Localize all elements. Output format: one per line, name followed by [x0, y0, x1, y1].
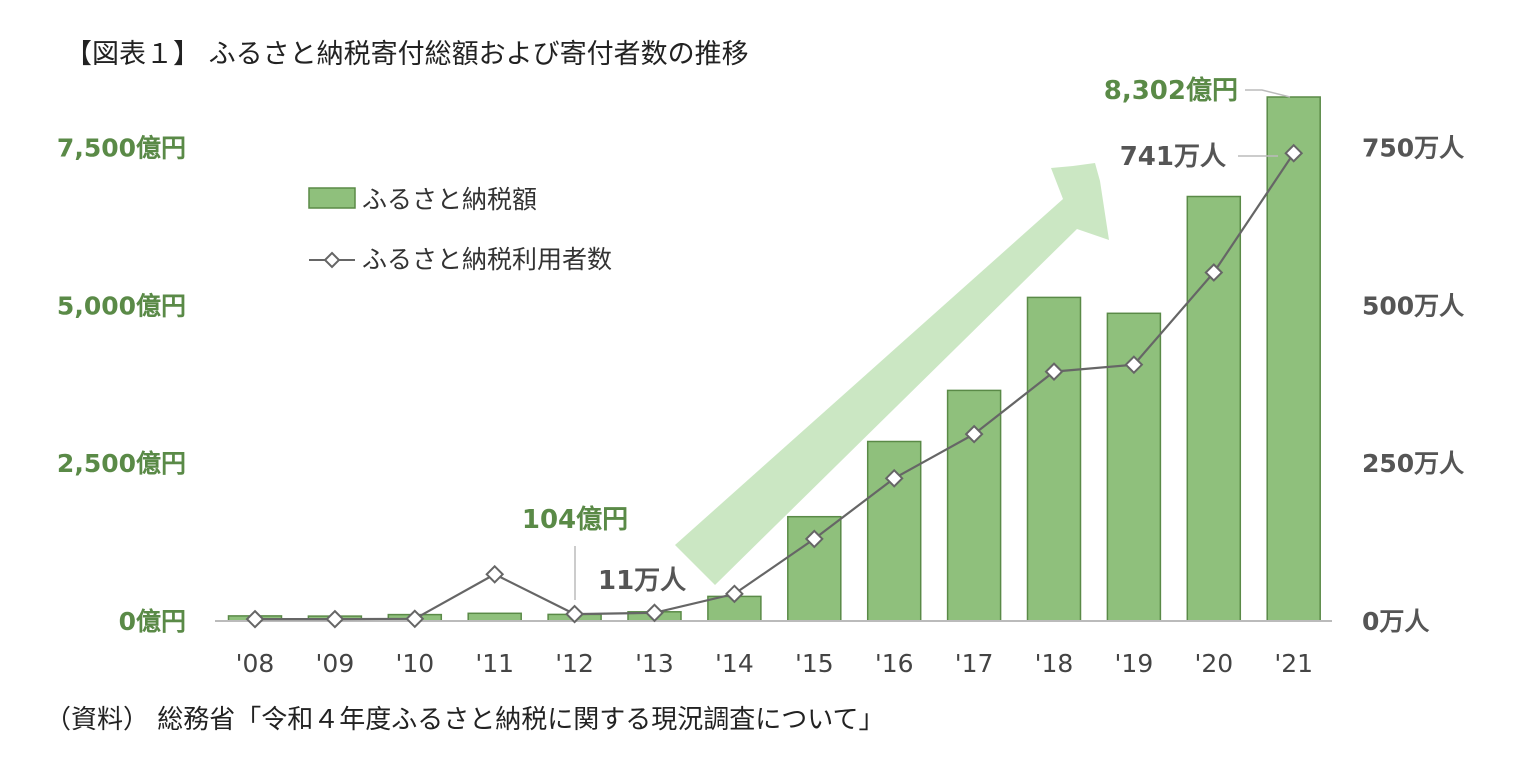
users-point-21 — [1284, 143, 1304, 163]
users-point-12 — [565, 604, 585, 624]
background-layer — [675, 163, 1109, 585]
line-layer — [245, 143, 1304, 629]
x-tick-label: '18 — [1035, 649, 1074, 678]
y-right-tick-label: 500万人 — [1362, 291, 1464, 320]
x-tick-label: '11 — [475, 649, 514, 678]
y-left-tick-label: 5,000億円 — [57, 291, 186, 320]
y-right-tick-label: 750万人 — [1362, 134, 1464, 163]
legend-bar-swatch — [308, 187, 356, 209]
x-tick-label: '08 — [236, 649, 275, 678]
users-point-10 — [405, 609, 425, 629]
y-left-tick-label: 7,500億円 — [57, 134, 186, 163]
bar-18 — [1026, 296, 1082, 622]
users-point-09 — [325, 609, 345, 629]
bar-19 — [1106, 312, 1162, 622]
users-point-20 — [1204, 263, 1224, 282]
axis-layer: '08 '09 '10 '11 '12 '13 '14 '15 '16 '17 '18 '19 '20 '… — [57, 134, 1464, 678]
x-tick-label: '14 — [715, 649, 754, 678]
x-tick-label: '21 — [1274, 649, 1313, 678]
legend-bar-label: ふるさと納税額 — [362, 185, 537, 214]
y-right-tick-label: 0万人 — [1362, 607, 1429, 636]
bar-layer — [227, 96, 1321, 622]
legend-line-label: ふるさと納税利用者数 — [362, 245, 612, 274]
annotation-line-2021: 741万人 — [1120, 142, 1226, 172]
chart-title: 【図表１】 ふるさと納税寄付総額および寄付者数の推移 — [65, 39, 749, 70]
y-left-tick-label: 0億円 — [119, 607, 186, 636]
x-tick-label: '09 — [316, 649, 355, 678]
x-tick-label: '16 — [875, 649, 914, 678]
x-tick-label: '12 — [555, 649, 594, 678]
x-tick-label: '17 — [955, 649, 994, 678]
annotation-line-2012: 11万人 — [598, 566, 686, 596]
users-point-19 — [1124, 355, 1144, 375]
bar-21 — [1266, 96, 1321, 622]
annotation-bar-2012: 104億円 — [522, 505, 628, 535]
source-note: （資料） 総務省「令和４年度ふるさと納税に関する現況調査について」 — [45, 705, 885, 735]
x-tick-label: '13 — [635, 649, 674, 678]
users-point-11 — [485, 564, 505, 584]
legend-line-marker — [323, 251, 341, 269]
bar-16 — [866, 440, 922, 622]
y-right-tick-label: 250万人 — [1362, 449, 1464, 478]
x-tick-label: '10 — [395, 649, 434, 678]
legend: ふるさと納税額 ふるさと納税利用者数 — [308, 185, 612, 274]
annotation-bar-2021: 8,302億円 — [1104, 76, 1238, 106]
label-layer: 104億円 11万人 8,302億円 741万人 — [522, 76, 1291, 600]
y-left-tick-label: 2,500億円 — [57, 449, 186, 478]
users-point-17 — [964, 424, 984, 444]
bar-11 — [467, 612, 522, 622]
x-tick-label: '19 — [1115, 649, 1154, 678]
users-point-14 — [724, 584, 744, 604]
bar-20 — [1186, 195, 1242, 622]
users-line — [255, 152, 1295, 621]
annotation-leader-bar-2021 — [1245, 89, 1291, 98]
users-point-08 — [245, 609, 265, 629]
x-tick-label: '20 — [1194, 649, 1233, 678]
x-tick-label: '15 — [795, 649, 834, 678]
users-point-16 — [884, 468, 904, 488]
users-point-15 — [804, 529, 824, 549]
users-point-13 — [645, 603, 664, 623]
users-point-18 — [1044, 362, 1064, 382]
trend-arrow — [675, 163, 1109, 585]
